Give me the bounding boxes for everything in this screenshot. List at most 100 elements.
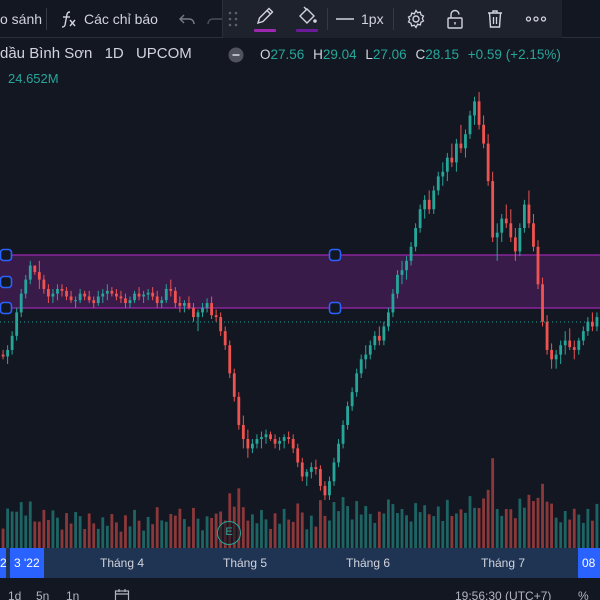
volume-bar	[355, 501, 359, 548]
candle-body	[518, 228, 522, 252]
drag-handle-icon	[227, 9, 239, 29]
volume-bar	[241, 507, 245, 548]
volume-bar	[554, 517, 558, 548]
candle-body	[250, 443, 254, 449]
delete-button[interactable]	[485, 0, 505, 37]
candle-body	[473, 101, 476, 116]
volume-bar	[350, 519, 354, 548]
volume-bar	[105, 525, 109, 548]
candle-body	[187, 303, 191, 308]
range-button-1d[interactable]: 1d	[8, 589, 22, 600]
percent-toggle[interactable]: %	[578, 589, 589, 600]
candle-body	[436, 176, 440, 191]
volume-bar	[586, 508, 590, 548]
candle-body	[155, 296, 159, 304]
volume-bar	[341, 497, 345, 548]
volume-bar	[124, 515, 127, 548]
low-value: 27.06	[372, 47, 407, 62]
time-axis-tick: Tháng 4	[100, 556, 145, 570]
volume-bar	[119, 531, 123, 548]
time-axis[interactable]: 2 3 '22 Tháng 4 Tháng 5 Tháng 6 Tháng 7 …	[0, 548, 600, 578]
candle-body	[454, 143, 458, 163]
redo-icon	[206, 10, 222, 28]
more-button[interactable]	[525, 0, 547, 37]
volume-bar	[10, 511, 14, 548]
collapse-legend-button[interactable]	[228, 47, 244, 67]
candle-body	[19, 293, 23, 313]
volume-bar	[110, 514, 114, 548]
volume-bar	[173, 515, 177, 548]
rectangle-handle[interactable]	[328, 248, 342, 262]
volume-bar	[359, 514, 363, 548]
candle-body	[124, 298, 127, 304]
volume-bar	[504, 509, 508, 548]
indicators-label: Các chỉ báo	[84, 10, 158, 27]
lock-button[interactable]	[445, 0, 465, 37]
volume-bar	[24, 515, 28, 548]
gear-icon	[405, 8, 427, 30]
candle-body	[323, 485, 327, 496]
volume-bar	[137, 520, 141, 548]
volume-bar	[142, 530, 146, 548]
date-range-button[interactable]	[114, 588, 130, 600]
candle-body	[432, 190, 436, 210]
drag-handle[interactable]	[227, 0, 239, 37]
range-button-5n[interactable]: 5n	[36, 589, 50, 600]
open-label: O	[260, 47, 271, 62]
line-width-button[interactable]: 1px	[335, 0, 384, 37]
candle-body	[477, 101, 481, 125]
candle-body	[418, 209, 422, 228]
volume-bar	[418, 512, 422, 548]
undo-button[interactable]	[178, 0, 196, 37]
price-chart[interactable]	[0, 0, 600, 548]
rectangle-handle[interactable]	[0, 275, 13, 289]
candle-body	[223, 331, 227, 346]
volume-bar	[477, 508, 481, 548]
volume-bar	[541, 483, 544, 548]
candle-body	[255, 439, 259, 444]
candle-body	[581, 331, 585, 341]
candle-body	[260, 437, 263, 440]
candle-body	[482, 124, 486, 144]
volume-bar	[405, 515, 408, 548]
candle-body	[164, 288, 168, 301]
panel-divider	[327, 8, 328, 30]
range-button-1n[interactable]: 1n	[66, 589, 80, 600]
redo-button[interactable]	[206, 0, 222, 37]
rectangle-handle[interactable]	[328, 301, 342, 315]
candle-body	[522, 204, 526, 228]
candle-body	[509, 223, 513, 238]
candle-body	[450, 157, 454, 163]
candle-body	[205, 303, 209, 308]
volume-bar	[287, 519, 291, 548]
settings-button[interactable]	[405, 0, 427, 37]
compare-button[interactable]: o sánh	[0, 0, 42, 37]
clock-time[interactable]: 19:56:30 (UTC+7)	[455, 589, 552, 600]
earnings-marker[interactable]: E	[217, 521, 241, 545]
rectangle-handle[interactable]	[0, 248, 13, 262]
candle-body	[364, 354, 368, 360]
candle-body	[373, 335, 377, 346]
candle-body	[318, 469, 322, 486]
candle-body	[214, 315, 218, 318]
indicators-button[interactable]: Các chỉ báo	[58, 0, 158, 37]
candle-body	[56, 288, 59, 294]
candle-body	[414, 228, 418, 247]
candle-body	[37, 272, 41, 280]
volume-bar	[164, 521, 168, 548]
symbol-name: dầu Bình Sơn	[0, 45, 93, 62]
candle-body	[92, 300, 96, 304]
rectangle-handle[interactable]	[0, 301, 13, 315]
candle-body	[309, 467, 313, 472]
symbol-title[interactable]: dầu Bình Sơn 1D UPCOM	[0, 45, 192, 62]
candle-body	[110, 290, 114, 294]
close-label: C	[415, 47, 426, 62]
volume-value: 24.652M	[8, 71, 59, 86]
candle-body	[192, 307, 195, 318]
candle-body	[282, 437, 286, 441]
volume-bar	[187, 526, 191, 548]
volume-bar	[581, 522, 585, 548]
fill-color-button[interactable]	[295, 0, 319, 37]
line-color-button[interactable]	[253, 0, 277, 37]
candle-body	[486, 143, 490, 182]
